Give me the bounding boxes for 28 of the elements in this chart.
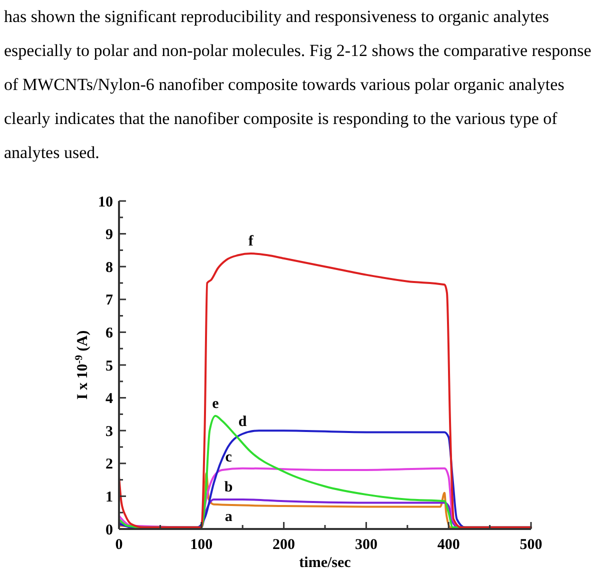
annotation: b xyxy=(224,479,233,496)
x-tick-label: 100 xyxy=(190,537,213,553)
y-tick-label: 8 xyxy=(106,260,113,276)
text: especially to polar and non-polar molecules. Fig 2-12 shows the comparative response xyxy=(4,41,592,60)
annotation: e xyxy=(212,396,220,412)
y-tick-label: 0 xyxy=(106,522,113,538)
y-tick-label: 9 xyxy=(106,227,113,244)
annotation: d xyxy=(238,414,248,430)
x-tick-label: 500 xyxy=(520,537,542,553)
x-tick-label: 400 xyxy=(437,537,460,553)
y-tick-label: 6 xyxy=(106,325,114,342)
y-tick-label: 5 xyxy=(106,358,113,374)
x-tick-label: 200 xyxy=(272,537,296,553)
y-tick-label: 10 xyxy=(98,194,113,210)
y-tick-label: 1 xyxy=(106,489,113,506)
x-tick-label: 300 xyxy=(354,537,378,553)
text: has shown the significant reproducibility and responsiveness to organic analytes xyxy=(4,7,549,26)
annotation: a xyxy=(224,509,233,526)
x-axis-title: time/sec xyxy=(299,555,352,571)
y-tick-label: 7 xyxy=(106,292,114,309)
y-tick-label: 2 xyxy=(106,456,113,473)
y-tick-label: 4 xyxy=(106,391,114,408)
text: clearly indicates that the nanofiber composite is responding to the various type of xyxy=(4,109,558,128)
annotation: f xyxy=(248,233,254,250)
text: analytes used. xyxy=(4,143,100,162)
annotation: c xyxy=(225,449,232,466)
y-tick-label: 3 xyxy=(106,424,113,440)
text: of MWCNTs/Nylon-6 nanofiber composite towards various polar organic analytes xyxy=(4,75,564,94)
